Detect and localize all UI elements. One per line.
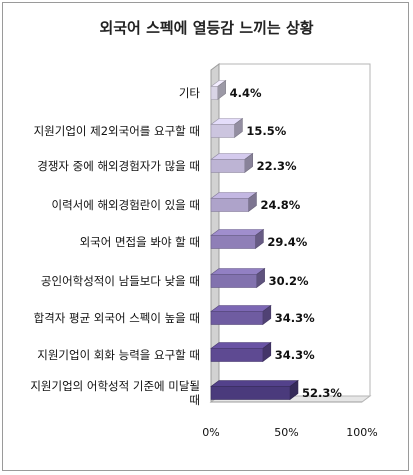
bar-1-front (210, 86, 218, 100)
x-tick-50%: 50% (274, 426, 298, 439)
bar-5 (210, 228, 265, 250)
bar-6 (210, 267, 266, 289)
bar-7-front (210, 311, 264, 325)
bar-9 (210, 379, 299, 401)
category-label-7: 합격자 평균 외국어 스펙이 높을 때 (34, 311, 200, 325)
x-tick-labels: 0% 50% 100% (202, 426, 377, 439)
value-label-9: 52.3% (302, 386, 342, 400)
bar-5-front (210, 235, 256, 249)
value-label-3: 22.3% (257, 159, 297, 173)
category-label-8: 지원기업이 회화 능력을 요구할 때 (37, 348, 200, 362)
bar-4-front (210, 198, 249, 212)
bar-8 (210, 341, 272, 363)
bar-2 (210, 117, 244, 139)
bar-6-front (210, 274, 257, 288)
bar-4 (210, 191, 258, 213)
bar-7-top (210, 305, 272, 312)
bar-7 (210, 304, 272, 326)
category-label-4: 이력서에 해외경험란이 있을 때 (51, 198, 200, 212)
value-label-4: 24.8% (260, 198, 300, 212)
bar-1 (210, 79, 227, 101)
value-label-1: 4.4% (230, 86, 262, 100)
bar-6-top (210, 268, 266, 275)
category-label-9: 지원기업의 어학성적 기준에 미달될 때 (30, 379, 200, 407)
bar-8-top (210, 342, 272, 349)
category-label-1: 기타 (179, 86, 201, 100)
bar-9-top (210, 380, 299, 387)
category-label-6: 공인어학성적이 남들보다 낮을 때 (41, 274, 200, 288)
value-labels: 4.4% 15.5% 22.3% 24.8% 29.4% 30.2% 34.3% 34.3% 5… (230, 86, 343, 400)
category-label-5: 외국어 면접을 봐야 할 때 (80, 235, 200, 249)
bar-8-front (210, 348, 264, 362)
value-label-5: 29.4% (267, 235, 307, 249)
x-tick-100%: 100% (346, 426, 377, 439)
bar-3-front (210, 159, 245, 173)
value-label-2: 15.5% (246, 124, 286, 138)
bar-9-front (210, 386, 291, 400)
chart-title: 외국어 스펙에 열등감 느끼는 상황 (99, 19, 314, 37)
value-label-8: 34.3% (275, 348, 315, 362)
category-label-3: 경쟁자 중에 해외경험자가 많을 때 (37, 159, 200, 173)
value-label-7: 34.3% (275, 311, 315, 325)
category-label-2: 지원기업이 제2외국어를 요구할 때 (34, 124, 200, 138)
bar-2-front (210, 124, 235, 138)
bar-5-top (210, 229, 265, 236)
value-label-6: 30.2% (269, 274, 309, 288)
bar-3 (210, 152, 254, 174)
x-tick-0%: 0% (202, 426, 219, 439)
bars (210, 79, 299, 401)
